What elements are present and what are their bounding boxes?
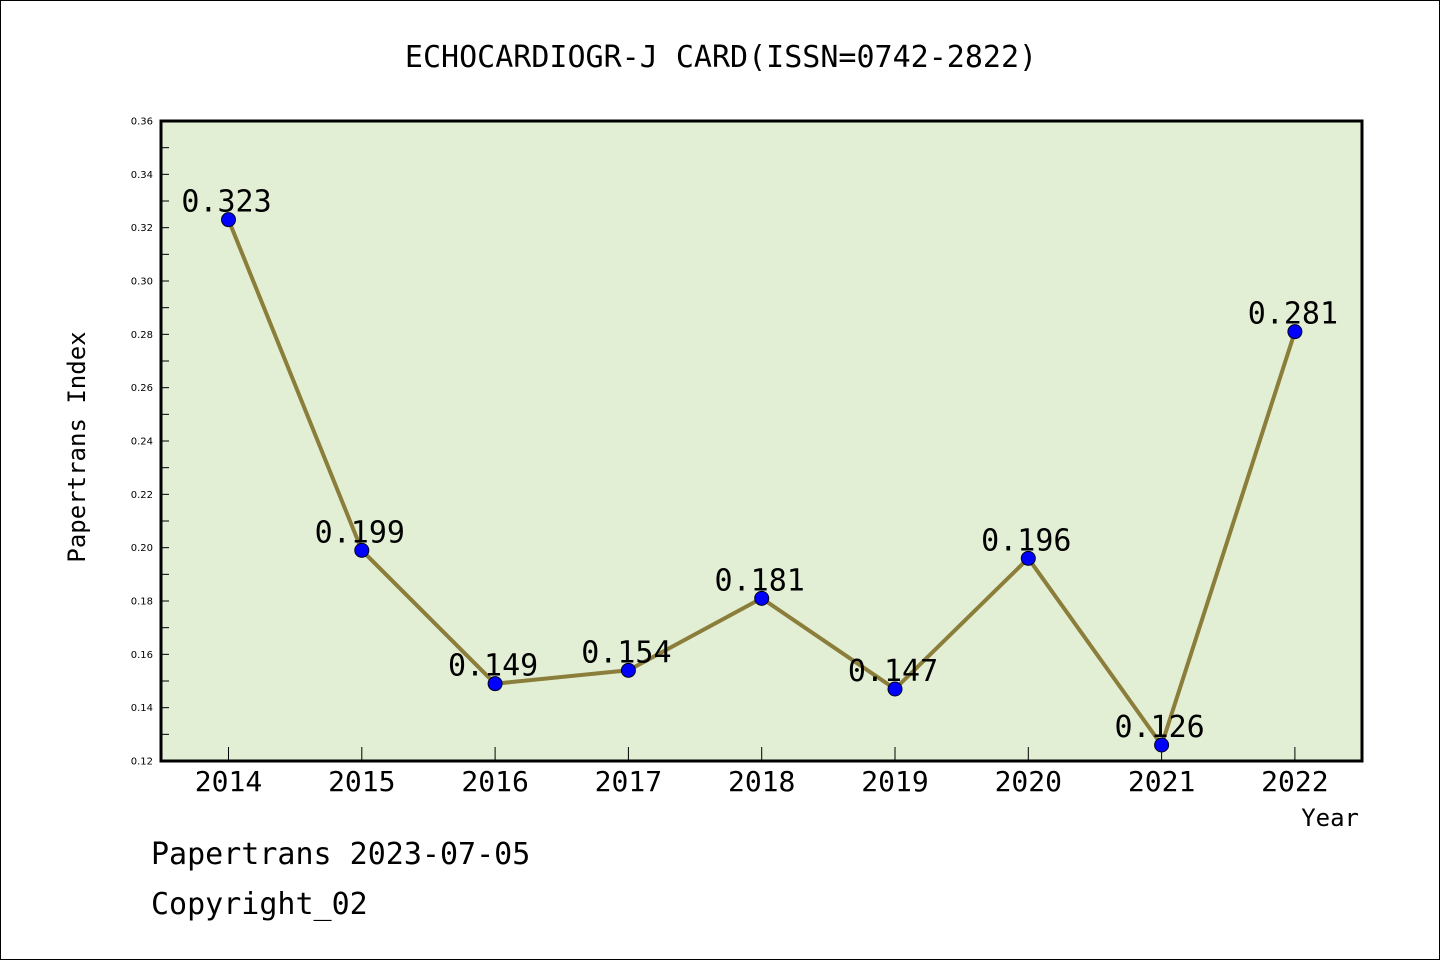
- data-label: 0.181: [715, 563, 805, 598]
- data-point: [754, 590, 770, 606]
- y-tick-label: 0.30: [131, 277, 153, 288]
- x-tick-label: 2017: [595, 765, 662, 798]
- data-label: 0.199: [315, 515, 405, 550]
- data-labels-group: 0.323 0.199 0.149 0.154 0.181 0.147 0.196 0.126…: [181, 185, 1338, 745]
- y-tick-label: 0.22: [131, 490, 153, 501]
- y-tick-label: 0.14: [131, 703, 153, 714]
- x-tick-label: 2018: [728, 765, 795, 798]
- data-point: [1154, 737, 1170, 753]
- data-point: [887, 681, 903, 697]
- data-label: 0.149: [448, 649, 538, 684]
- y-tick-label: 0.36: [131, 117, 153, 128]
- footer-date: Papertrans 2023-07-05: [151, 837, 530, 872]
- x-tick-label: 2019: [861, 765, 928, 798]
- y-tick-label: 0.28: [131, 330, 153, 341]
- y-tick-label: 0.12: [131, 757, 153, 768]
- y-tick-label: 0.18: [131, 597, 153, 608]
- y-tick-label: 0.34: [131, 170, 153, 181]
- x-tick-label: 2021: [1128, 765, 1195, 798]
- data-point: [620, 662, 636, 678]
- data-label: 0.323: [181, 185, 271, 220]
- chart-title: ECHOCARDIOGR-J CARD(ISSN=0742-2822): [405, 40, 1037, 75]
- y-axis-ticks: 0.12 0.14 0.16 0.18 0.20 0.22 0.24 0.26 0.28 0.30…: [131, 117, 169, 768]
- x-tick-label: 2022: [1261, 765, 1328, 798]
- y-tick-label: 0.32: [131, 223, 153, 234]
- data-point: [354, 542, 370, 558]
- data-point: [1287, 324, 1303, 340]
- y-tick-label: 0.16: [131, 650, 153, 661]
- x-tick-label: 2016: [461, 765, 528, 798]
- data-point: [487, 676, 503, 692]
- data-label: 0.126: [1114, 710, 1204, 745]
- data-point: [1020, 550, 1036, 566]
- x-axis-label: Year: [1301, 804, 1359, 832]
- y-tick-label: 0.20: [131, 543, 153, 554]
- x-tick-label: 2015: [328, 765, 395, 798]
- plot-area: [161, 121, 1362, 761]
- y-axis-label: Papertrans Index: [63, 331, 91, 562]
- data-label: 0.147: [848, 654, 938, 689]
- data-label: 0.196: [981, 523, 1071, 558]
- data-label: 0.154: [581, 635, 671, 670]
- plot-frame: [159, 119, 1364, 763]
- data-point: [221, 212, 236, 228]
- x-tick-label: 2014: [195, 765, 262, 798]
- x-axis-ticks: 2014 2015 2016 2017 2018 2019 2020 2021 2022: [195, 747, 1329, 798]
- x-tick-label: 2020: [995, 765, 1062, 798]
- data-label: 0.281: [1248, 297, 1338, 332]
- series-line-group: [221, 212, 1303, 753]
- y-tick-label: 0.24: [131, 437, 153, 448]
- y-tick-label: 0.26: [131, 383, 153, 394]
- footer-copyright: Copyright_02: [151, 887, 368, 922]
